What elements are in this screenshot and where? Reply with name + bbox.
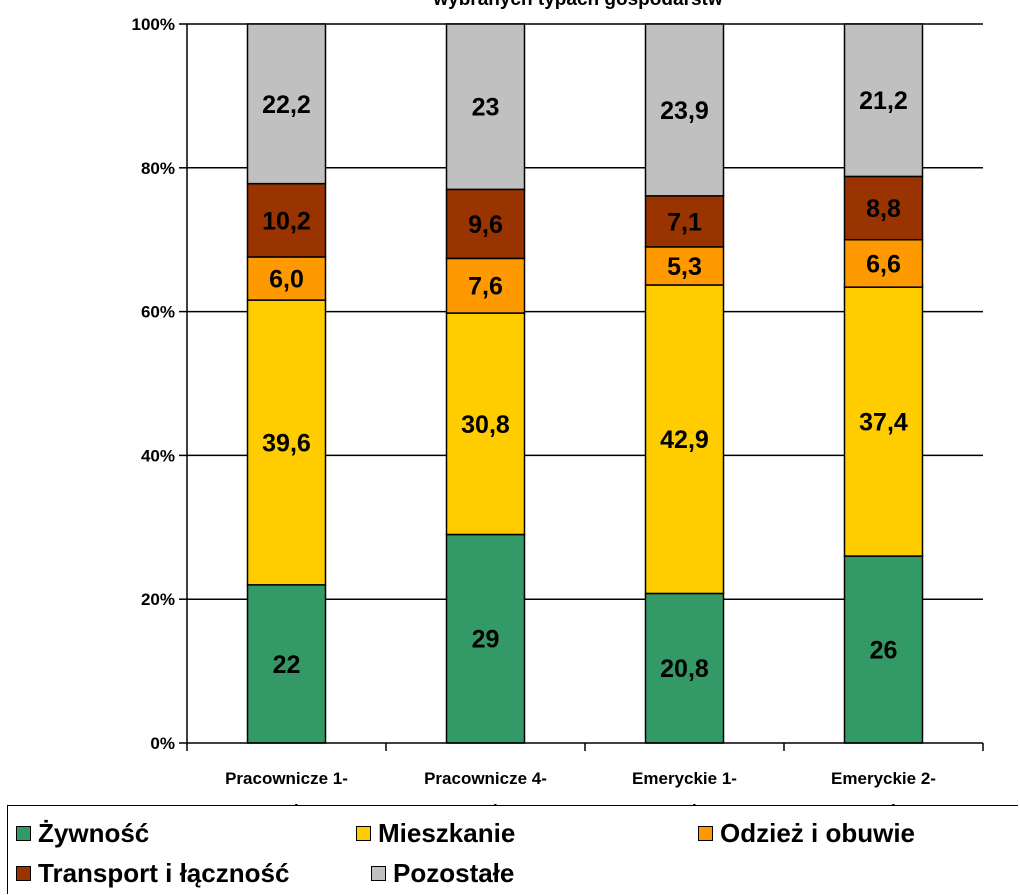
legend-swatch (371, 866, 386, 881)
data-label: 22,2 (262, 91, 311, 119)
legend-item-mieszkanie: Mieszkanie (356, 818, 515, 849)
x-tick-label: osob. (861, 801, 906, 805)
bar-segment (843, 175, 924, 241)
bar-segment (843, 23, 924, 178)
bar-segment (644, 195, 725, 248)
bar-segment (843, 286, 924, 557)
legend-label: Mieszkanie (378, 818, 516, 848)
legend-item-zywnosc: Żywność (16, 818, 149, 849)
bar-segment (445, 23, 526, 191)
legend-label: Odzież i obuwie (720, 818, 916, 848)
bar-segment (644, 23, 725, 197)
data-label: 6,0 (269, 266, 304, 294)
data-label: 5,3 (667, 253, 702, 281)
bar-segment (445, 312, 526, 536)
bar-segment (246, 299, 327, 586)
data-label: 7,1 (667, 208, 702, 236)
data-label: 26 (870, 637, 898, 665)
data-label: 30,8 (461, 411, 510, 439)
legend-swatch (356, 826, 371, 841)
data-labels: 22 39,6 6,0 10,2 22,2 29 30,8 7,6 9,6 23 20,8 42,9 5… (262, 87, 908, 683)
data-label: 20,8 (660, 655, 709, 683)
bar-segment (445, 188, 526, 260)
x-tick-label: Pracownicze 4- (424, 769, 547, 788)
data-label: 23 (472, 94, 500, 122)
bar-segment (246, 584, 327, 744)
y-tick-label: 0% (150, 734, 175, 753)
x-tick-label: osob. (662, 801, 707, 805)
legend-swatch (16, 866, 31, 881)
legend-label: Pozostałe (393, 858, 515, 888)
data-label: 22 (273, 651, 301, 679)
legend-label: Transport i łączność (38, 858, 290, 888)
y-tick-label: 100% (132, 15, 175, 34)
data-label: 8,8 (866, 195, 901, 223)
bar-segment (843, 555, 924, 744)
legend-item-pozostale: Pozostałe (371, 858, 514, 889)
y-tick-label: 80% (141, 159, 175, 178)
legend-item-odziez: Odzież i obuwie (698, 818, 915, 849)
bar-segment (644, 246, 725, 286)
legend-label: Żywność (38, 818, 150, 848)
data-label: 9,6 (468, 211, 503, 239)
x-tick-label: osob. (463, 801, 508, 805)
data-label: 21,2 (859, 87, 908, 115)
data-label: 42,9 (660, 426, 709, 454)
x-tick-label: osob. (264, 801, 309, 805)
data-label: 37,4 (859, 409, 908, 437)
y-tick-label: 40% (141, 446, 175, 465)
legend-swatch (698, 826, 713, 841)
legend-swatch (16, 826, 31, 841)
x-tick-label: Pracownicze 1- (225, 769, 348, 788)
data-label: 29 (472, 626, 500, 654)
axes: 0% 20% 40% 60% 80% 100% Pracownicze 1- osob. Pra… (132, 15, 984, 805)
bar-segment (644, 592, 725, 744)
data-label: 39,6 (262, 429, 311, 457)
data-label: 23,9 (660, 97, 709, 125)
bar-segment (644, 284, 725, 595)
y-tick-label: 20% (141, 590, 175, 609)
x-tick-label: Emeryckie 1- (632, 769, 737, 788)
y-tick-label: 60% (141, 303, 175, 322)
x-tick-label: Emeryckie 2- (831, 769, 936, 788)
legend-item-transport: Transport i łączność (16, 858, 289, 889)
legend: Żywność Mieszkanie Odzież i obuwie Trans… (7, 805, 1018, 894)
stacked-bar-chart: wybranych typach gospodarstw 0% 20% 40% 60%… (132, 0, 984, 805)
bar-segment (843, 238, 924, 288)
bars (246, 23, 924, 744)
chart-title: wybranych typach gospodarstw (432, 0, 723, 10)
bar-segment (445, 257, 526, 314)
data-label: 10,2 (262, 207, 311, 235)
bar-segment (246, 23, 327, 185)
data-label: 6,6 (866, 250, 901, 278)
data-label: 7,6 (468, 273, 503, 301)
